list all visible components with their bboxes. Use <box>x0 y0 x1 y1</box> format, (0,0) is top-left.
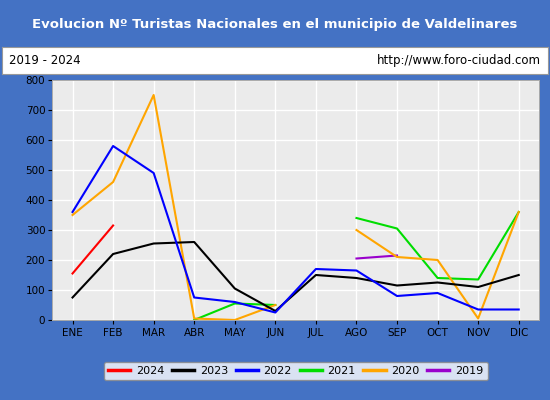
Legend: 2024, 2023, 2022, 2021, 2020, 2019: 2024, 2023, 2022, 2021, 2020, 2019 <box>103 362 488 380</box>
Text: Evolucion Nº Turistas Nacionales en el municipio de Valdelinares: Evolucion Nº Turistas Nacionales en el m… <box>32 18 518 31</box>
Text: 2019 - 2024: 2019 - 2024 <box>9 54 80 67</box>
Text: http://www.foro-ciudad.com: http://www.foro-ciudad.com <box>377 54 541 67</box>
